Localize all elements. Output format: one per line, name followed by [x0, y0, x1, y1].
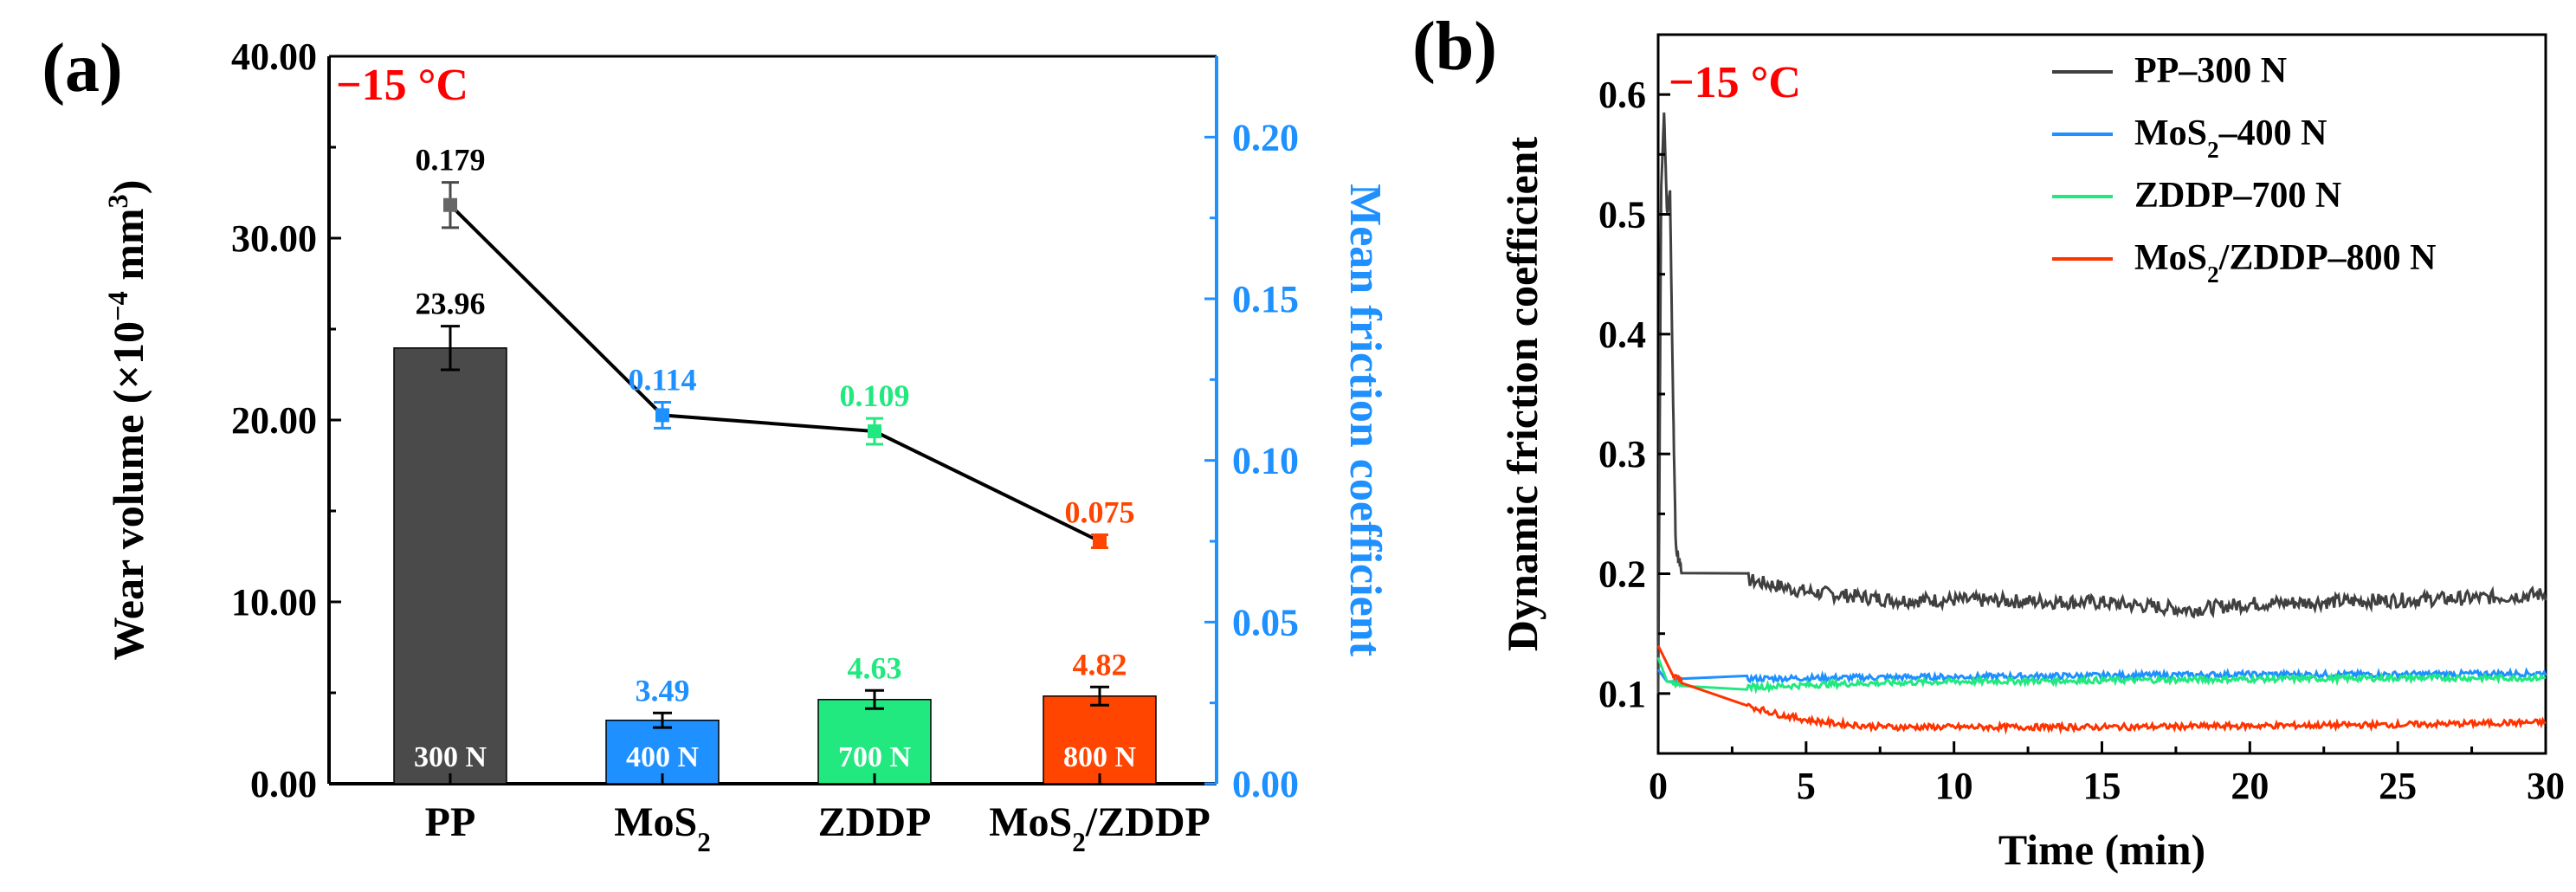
temperature-label-b: −15 °C	[1669, 58, 1801, 107]
mean-friction-line	[449, 204, 1101, 543]
x-category-label-a-part: PP	[425, 799, 476, 845]
plot-frame-b	[1656, 33, 2547, 755]
y-tick-label-b: 0.5	[1598, 194, 1646, 236]
series-line-0	[1656, 112, 2547, 694]
friction-value-label: 0.109	[840, 378, 910, 413]
temperature-label-a: −15 °C	[336, 61, 468, 110]
y-tick-label-a: 10.00	[231, 581, 317, 624]
x-category-label-a: PP	[425, 799, 476, 845]
y-axis-title-b: Dynamic friction coefficient	[1498, 137, 1546, 652]
legend-label: ZDDP–700 N	[2134, 176, 2341, 216]
y2-tick-label-a: 0.15	[1232, 278, 1299, 320]
y-tick-label-b: 0.2	[1598, 553, 1646, 596]
legend-label-part: MoS	[2134, 113, 2207, 153]
y2-tick-label-a: 0.10	[1232, 440, 1299, 482]
x-category-label-a: ZDDP	[818, 799, 932, 845]
legend-label-part: –400 N	[2218, 113, 2327, 153]
y-axis-title-a: Wear volume (×10−4 mm3)	[103, 180, 152, 661]
x-category-label-a-part: MoS	[614, 799, 697, 845]
bar-value-label: 4.82	[1073, 647, 1127, 682]
bar-value-label: 3.49	[636, 673, 690, 708]
legend-label-part: 2	[2207, 137, 2219, 163]
legend-label: MoS2–400 N	[2134, 113, 2327, 163]
y-axis-title-a-part: Wear volume (×10	[104, 321, 152, 660]
bar-pp	[393, 347, 507, 785]
friction-point	[443, 197, 457, 212]
panel-label-a: (a)	[42, 30, 122, 107]
x-tick-label-b: 5	[1797, 765, 1816, 807]
y-tick-label-b: 0.4	[1598, 313, 1646, 356]
x-tick-label-b: 30	[2527, 765, 2565, 807]
x-category-label-a-part: /ZDDP	[1085, 799, 1211, 845]
y2-tick-label-a: 0.05	[1232, 601, 1299, 643]
y-tick-label-a: 40.00	[231, 36, 317, 78]
x-category-label-a: MoS2	[614, 799, 711, 857]
bar-load-label: 700 N	[838, 741, 912, 773]
x-category-label-a: MoS2/ZDDP	[989, 799, 1211, 857]
friction-point	[868, 424, 881, 439]
bar-load-label: 300 N	[414, 741, 487, 773]
y-axis-title-a-part: 3	[103, 194, 134, 208]
x-category-label-a-part: MoS	[989, 799, 1072, 845]
y-axis-title-a-part: −4	[103, 291, 134, 321]
legend-label: PP–300 N	[2134, 51, 2287, 91]
bar-value-label: 4.63	[848, 650, 902, 685]
x-category-label-a-part: ZDDP	[818, 799, 932, 845]
y-tick-label-a: 0.00	[250, 763, 317, 805]
legend-label-part: PP–300 N	[2134, 51, 2287, 91]
panel-label-b: (b)	[1412, 9, 1497, 85]
friction-value-label: 0.179	[416, 143, 486, 178]
bar-value-label: 23.96	[416, 287, 486, 321]
friction-point	[1093, 534, 1107, 548]
legend-label-part: MoS	[2134, 238, 2207, 278]
bar-load-label: 800 N	[1063, 741, 1137, 773]
x-tick-label-b: 25	[2379, 765, 2417, 807]
x-category-label-a-part: 2	[697, 827, 711, 857]
legend-label: MoS2/ZDDP–800 N	[2134, 238, 2437, 288]
x-axis-title-b: Time (min)	[1998, 825, 2205, 874]
friction-value-label: 0.114	[628, 362, 696, 397]
y-axis-title-a-part: mm	[104, 208, 152, 291]
y-tick-label-b: 0.1	[1598, 673, 1646, 715]
friction-point	[655, 408, 669, 423]
y-tick-label-b: 0.3	[1598, 433, 1646, 475]
y-tick-label-a: 20.00	[231, 399, 317, 442]
x-tick-label-b: 10	[1935, 765, 1973, 807]
friction-value-label: 0.075	[1065, 495, 1135, 530]
x-tick-label-b: 0	[1649, 765, 1668, 807]
y2-tick-label-a: 0.20	[1232, 116, 1299, 158]
y-tick-label-b: 0.6	[1598, 74, 1646, 116]
legend-label-part: ZDDP–700 N	[2134, 176, 2341, 216]
legend-label-part: 2	[2207, 262, 2219, 288]
y2-tick-label-a: 0.00	[1232, 763, 1299, 805]
series-line-3	[1656, 644, 2547, 735]
bar-mos2-zddp	[1043, 695, 1157, 785]
x-category-label-a-part: 2	[1072, 827, 1086, 857]
legend-label-part: /ZDDP–800 N	[2218, 238, 2437, 278]
series-line-2	[1656, 656, 2547, 695]
x-tick-label-b: 20	[2231, 765, 2269, 807]
y2-axis-title-a: Mean friction coefficient	[1340, 184, 1390, 656]
y-tick-label-a: 30.00	[231, 217, 317, 260]
x-tick-label-b: 15	[2083, 765, 2121, 807]
bar-load-label: 400 N	[626, 741, 700, 773]
y-axis-title-a-part: )	[104, 180, 152, 195]
